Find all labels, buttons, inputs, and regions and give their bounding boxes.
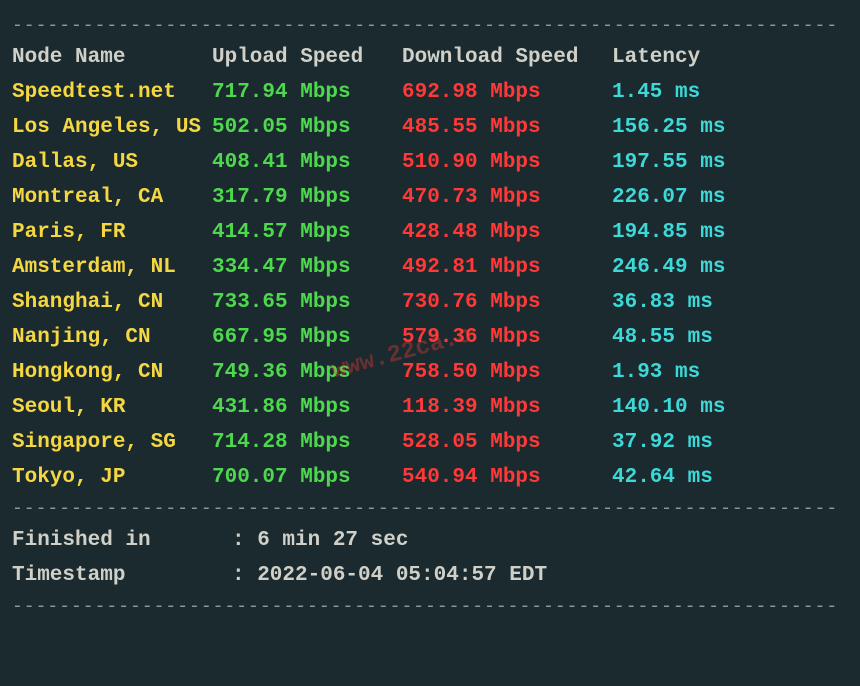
download-cell: 510.90 Mbps: [402, 151, 612, 174]
speedtest-table: Node Name Upload Speed Download Speed La…: [12, 40, 848, 495]
download-cell: 428.48 Mbps: [402, 221, 612, 244]
node-name-cell: Hongkong, CN: [12, 361, 212, 384]
upload-cell: 714.28 Mbps: [212, 431, 402, 454]
node-name-cell: Montreal, CA: [12, 186, 212, 209]
end-divider: ----------------------------------------…: [12, 597, 848, 617]
latency-cell: 36.83 ms: [612, 291, 848, 314]
table-row: Hongkong, CN749.36 Mbps758.50 Mbps1.93 m…: [12, 355, 848, 390]
node-name-cell: Amsterdam, NL: [12, 256, 212, 279]
upload-cell: 700.07 Mbps: [212, 466, 402, 489]
download-cell: 692.98 Mbps: [402, 81, 612, 104]
footer-finished-row: Finished in : 6 min 27 sec: [12, 523, 848, 558]
download-cell: 528.05 Mbps: [402, 431, 612, 454]
footer-timestamp-label: Timestamp: [12, 564, 232, 587]
upload-cell: 733.65 Mbps: [212, 291, 402, 314]
table-row: Nanjing, CN667.95 Mbps579.36 Mbps48.55 m…: [12, 320, 848, 355]
header-download: Download Speed: [402, 46, 612, 69]
download-cell: 485.55 Mbps: [402, 116, 612, 139]
upload-cell: 667.95 Mbps: [212, 326, 402, 349]
upload-cell: 317.79 Mbps: [212, 186, 402, 209]
table-row: Shanghai, CN733.65 Mbps730.76 Mbps36.83 …: [12, 285, 848, 320]
latency-cell: 194.85 ms: [612, 221, 848, 244]
table-row: Dallas, US408.41 Mbps510.90 Mbps197.55 m…: [12, 145, 848, 180]
latency-cell: 140.10 ms: [612, 396, 848, 419]
header-node: Node Name: [12, 46, 212, 69]
latency-cell: 197.55 ms: [612, 151, 848, 174]
footer-timestamp-row: Timestamp : 2022-06-04 05:04:57 EDT: [12, 558, 848, 593]
footer-finished-value: : 6 min 27 sec: [232, 529, 848, 552]
node-name-cell: Dallas, US: [12, 151, 212, 174]
table-row: Los Angeles, US502.05 Mbps485.55 Mbps156…: [12, 110, 848, 145]
download-cell: 579.36 Mbps: [402, 326, 612, 349]
download-cell: 540.94 Mbps: [402, 466, 612, 489]
table-row: Speedtest.net717.94 Mbps692.98 Mbps1.45 …: [12, 75, 848, 110]
node-name-cell: Seoul, KR: [12, 396, 212, 419]
node-name-cell: Paris, FR: [12, 221, 212, 244]
upload-cell: 502.05 Mbps: [212, 116, 402, 139]
upload-cell: 431.86 Mbps: [212, 396, 402, 419]
upload-cell: 717.94 Mbps: [212, 81, 402, 104]
table-row: Seoul, KR431.86 Mbps118.39 Mbps140.10 ms: [12, 390, 848, 425]
upload-cell: 408.41 Mbps: [212, 151, 402, 174]
table-row: Amsterdam, NL334.47 Mbps492.81 Mbps246.4…: [12, 250, 848, 285]
upload-cell: 334.47 Mbps: [212, 256, 402, 279]
table-row: Singapore, SG714.28 Mbps528.05 Mbps37.92…: [12, 425, 848, 460]
latency-cell: 37.92 ms: [612, 431, 848, 454]
table-row: Tokyo, JP700.07 Mbps540.94 Mbps42.64 ms: [12, 460, 848, 495]
table-header-row: Node Name Upload Speed Download Speed La…: [12, 40, 848, 75]
node-name-cell: Tokyo, JP: [12, 466, 212, 489]
header-upload: Upload Speed: [212, 46, 402, 69]
table-row: Montreal, CA317.79 Mbps470.73 Mbps226.07…: [12, 180, 848, 215]
bottom-divider: ----------------------------------------…: [12, 499, 848, 519]
download-cell: 492.81 Mbps: [402, 256, 612, 279]
top-divider: ----------------------------------------…: [12, 16, 848, 36]
latency-cell: 156.25 ms: [612, 116, 848, 139]
download-cell: 758.50 Mbps: [402, 361, 612, 384]
latency-cell: 246.49 ms: [612, 256, 848, 279]
footer-finished-label: Finished in: [12, 529, 232, 552]
node-name-cell: Singapore, SG: [12, 431, 212, 454]
upload-cell: 414.57 Mbps: [212, 221, 402, 244]
header-latency: Latency: [612, 46, 848, 69]
node-name-cell: Shanghai, CN: [12, 291, 212, 314]
footer-timestamp-value: : 2022-06-04 05:04:57 EDT: [232, 564, 848, 587]
download-cell: 470.73 Mbps: [402, 186, 612, 209]
latency-cell: 48.55 ms: [612, 326, 848, 349]
download-cell: 118.39 Mbps: [402, 396, 612, 419]
node-name-cell: Nanjing, CN: [12, 326, 212, 349]
table-row: Paris, FR414.57 Mbps428.48 Mbps194.85 ms: [12, 215, 848, 250]
download-cell: 730.76 Mbps: [402, 291, 612, 314]
latency-cell: 1.93 ms: [612, 361, 848, 384]
latency-cell: 226.07 ms: [612, 186, 848, 209]
node-name-cell: Speedtest.net: [12, 81, 212, 104]
node-name-cell: Los Angeles, US: [12, 116, 212, 139]
upload-cell: 749.36 Mbps: [212, 361, 402, 384]
latency-cell: 1.45 ms: [612, 81, 848, 104]
latency-cell: 42.64 ms: [612, 466, 848, 489]
